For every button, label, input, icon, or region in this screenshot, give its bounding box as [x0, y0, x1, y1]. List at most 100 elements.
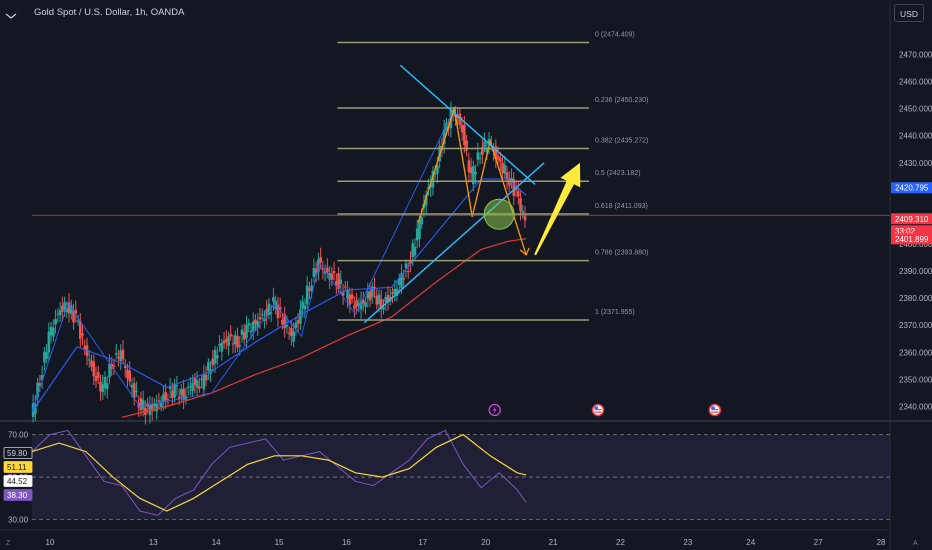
- candle-body: [231, 343, 235, 345]
- price-marker: [891, 213, 932, 225]
- candle-body: [368, 291, 372, 301]
- flag-canton: [594, 406, 599, 409]
- candle-body: [472, 166, 475, 185]
- candle-body: [74, 309, 78, 314]
- candle-body: [344, 286, 347, 288]
- flag-stripe: [711, 411, 719, 413]
- time-tick-label: 24: [746, 538, 755, 547]
- fib-level-label: 0 (2474.409): [595, 32, 635, 39]
- rsi-marker-label: 38.30: [7, 491, 28, 500]
- price-marker: [891, 233, 932, 245]
- candle-body: [424, 194, 428, 206]
- candle-body: [310, 285, 313, 291]
- fib-level-label: 0.382 (2435.272): [595, 138, 648, 145]
- candle-body: [377, 294, 381, 304]
- candle-body: [72, 311, 75, 323]
- candle-body: [198, 386, 201, 389]
- price-tick-label: 2380.000: [899, 294, 932, 303]
- rsi-marker-label: 51.11: [7, 463, 27, 472]
- candle-body: [117, 356, 120, 359]
- candle-body: [330, 273, 334, 281]
- candle-body: [43, 351, 46, 363]
- candle-body: [357, 303, 361, 306]
- candle-body: [78, 320, 82, 339]
- candle-body: [177, 396, 181, 399]
- candle-body: [409, 259, 412, 265]
- candle-body: [420, 216, 423, 225]
- candle-body: [348, 294, 352, 305]
- candle-body: [70, 305, 73, 314]
- candle-body: [132, 383, 136, 399]
- rsi-marker-label: 44.52: [7, 477, 28, 486]
- candle-body: [76, 320, 80, 322]
- highlight-circle: [483, 198, 515, 230]
- candle-body: [216, 355, 219, 359]
- candle-body: [308, 288, 311, 292]
- candle-body: [476, 152, 480, 160]
- candle-body: [281, 320, 284, 325]
- candle-body: [364, 302, 367, 307]
- candle-body: [481, 146, 484, 155]
- candle-body: [211, 358, 215, 366]
- candle-body: [285, 324, 289, 327]
- price-tick-label: 2450.000: [899, 105, 932, 114]
- fib-level-label: 0.786 (2393.880): [595, 250, 648, 257]
- time-tick-label: 28: [877, 538, 886, 547]
- time-tick-label: 20: [481, 538, 490, 547]
- candle-body: [400, 273, 403, 288]
- candle-body: [245, 324, 248, 339]
- candle-body: [247, 323, 251, 326]
- candle-body: [94, 375, 98, 381]
- candle-body: [460, 124, 464, 133]
- candle-body: [153, 403, 156, 406]
- candle-body: [328, 272, 331, 280]
- candle-body: [382, 307, 385, 310]
- candle-body: [141, 400, 145, 410]
- fib-level-label: 1 (2371.955): [595, 309, 635, 316]
- candle-body: [442, 129, 446, 145]
- collapse-icon[interactable]: [4, 8, 18, 19]
- candle-body: [494, 146, 498, 160]
- candle-body: [83, 346, 87, 351]
- rsi-ma-line: [31, 433, 527, 512]
- candle-body: [418, 219, 421, 239]
- candle-body: [303, 305, 307, 310]
- candle-body: [229, 333, 233, 337]
- candle-body: [99, 381, 102, 392]
- candle-body: [415, 228, 419, 241]
- candle-body: [505, 172, 509, 180]
- candle-body: [240, 329, 244, 335]
- candle-body: [263, 318, 266, 322]
- candle-body: [467, 160, 471, 172]
- currency-button[interactable]: USD: [894, 4, 924, 22]
- candle-body: [523, 215, 527, 221]
- candle-body: [397, 277, 401, 285]
- candle-body: [112, 365, 116, 367]
- price-tick-label: 2350.000: [899, 375, 932, 384]
- orange-arrow-head: [519, 247, 530, 256]
- time-tick-label: 15: [275, 538, 284, 547]
- candle-body: [276, 304, 280, 319]
- time-tick-label: 22: [616, 538, 625, 547]
- time-tick-label: 16: [342, 538, 351, 547]
- candle-body: [353, 305, 356, 309]
- candle-body: [54, 318, 57, 325]
- candle-body: [341, 291, 345, 296]
- candle-body: [465, 140, 468, 151]
- candle-body: [411, 243, 415, 258]
- candle-body: [319, 257, 322, 263]
- candle-body: [193, 377, 197, 385]
- candle-body: [238, 345, 242, 347]
- candle-body: [456, 115, 459, 119]
- candle-body: [278, 307, 282, 311]
- candle-body: [173, 383, 176, 398]
- candle-body: [346, 290, 349, 299]
- time-tick-label: 14: [212, 538, 221, 547]
- price-tick-label: 2340.000: [899, 402, 932, 411]
- time-tick-label: 10: [46, 538, 55, 547]
- candle-body: [251, 321, 255, 331]
- candle-body: [269, 312, 273, 314]
- candle-body: [391, 292, 394, 294]
- timezone-icon: Z: [6, 540, 11, 547]
